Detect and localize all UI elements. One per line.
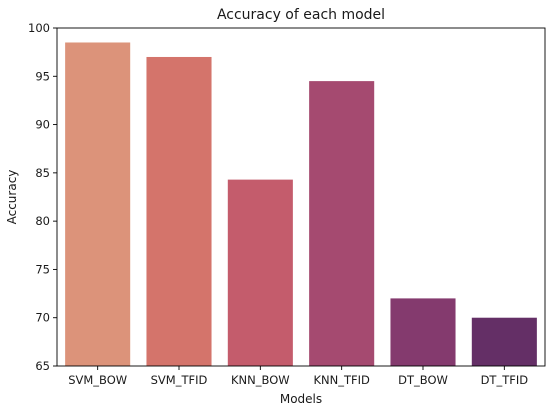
bar-knn-bow [228, 180, 293, 366]
y-axis: 65 70 75 80 85 90 95 100 [28, 21, 57, 373]
bar-svm-bow [65, 42, 130, 366]
bar-knn-tfid [309, 81, 374, 366]
y-tick-label: 100 [28, 21, 50, 35]
x-axis: SVM_BOW SVM_TFID KNN_BOW KNN_TFID DT_BOW DT_T… [68, 366, 528, 387]
y-tick-label: 65 [35, 359, 50, 373]
y-tick-label: 70 [35, 311, 50, 325]
y-tick-label: 75 [35, 262, 50, 276]
y-tick-label: 95 [35, 69, 50, 83]
x-tick-label: DT_BOW [398, 373, 448, 387]
y-axis-title: Accuracy [5, 170, 19, 225]
bar-svm-tfid [146, 57, 211, 366]
bars-layer [65, 42, 537, 366]
chart-title: Accuracy of each model [217, 7, 385, 23]
bar-dt-tfid [472, 318, 537, 366]
bar-dt-bow [390, 298, 455, 366]
x-tick-label: KNN_TFID [313, 373, 370, 387]
x-axis-title: Models [280, 392, 322, 406]
y-tick-label: 85 [35, 166, 50, 180]
y-tick-label: 80 [35, 214, 50, 228]
x-tick-label: DT_TFID [481, 373, 529, 387]
x-tick-label: KNN_BOW [231, 373, 290, 387]
y-tick-label: 90 [35, 118, 50, 132]
x-tick-label: SVM_BOW [68, 373, 127, 387]
x-tick-label: SVM_TFID [151, 373, 208, 387]
